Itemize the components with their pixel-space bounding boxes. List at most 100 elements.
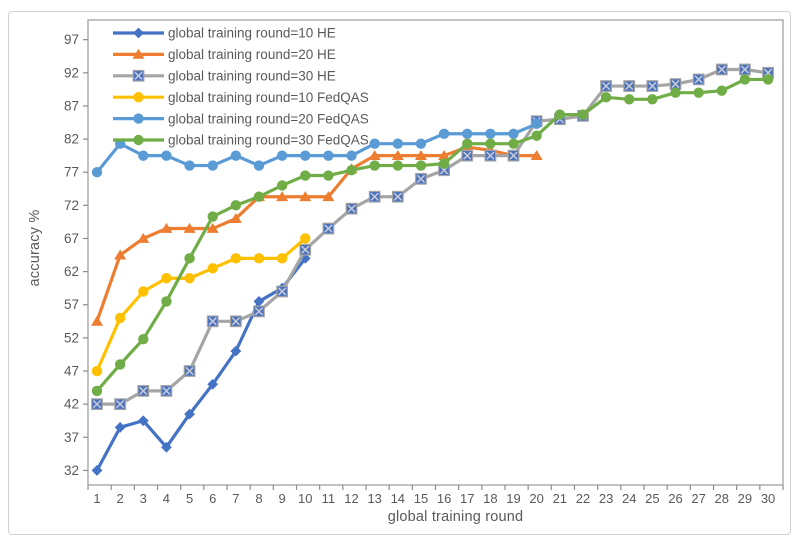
data-point (300, 150, 311, 161)
data-point (508, 128, 519, 139)
data-point (414, 150, 427, 161)
y-tick-label: 97 (64, 32, 79, 47)
data-point (415, 138, 427, 149)
series-line (95, 145, 539, 323)
data-point (161, 296, 172, 307)
data-point (161, 273, 172, 284)
legend-item: global training round=20 HE (113, 47, 336, 62)
legend-item-label: global training round=30 HE (168, 69, 336, 84)
y-tick-label: 92 (64, 65, 79, 80)
series-3 (91, 63, 774, 411)
data-point (739, 74, 751, 85)
data-point (646, 80, 659, 92)
x-tick-label: 27 (691, 491, 705, 506)
data-point (531, 130, 542, 141)
data-point (207, 263, 218, 274)
data-point (392, 160, 404, 171)
data-point (693, 87, 704, 98)
x-axis-title: global training round (387, 509, 524, 525)
legend-item: global training round=20 FedQAS (113, 111, 369, 126)
series-2 (91, 141, 543, 326)
data-point (345, 202, 358, 215)
data-point (253, 253, 265, 264)
series-6 (91, 74, 774, 397)
data-point (716, 85, 727, 96)
data-point (485, 138, 496, 149)
series-line (95, 236, 307, 373)
data-point (91, 465, 103, 476)
legend-item-label: global training round=10 HE (168, 26, 336, 41)
data-point (230, 345, 242, 357)
legend-item: global training round=10 HE (113, 26, 336, 41)
data-point (392, 138, 404, 149)
data-point (183, 365, 196, 377)
x-tick-label: 5 (186, 491, 193, 506)
y-tick-label: 37 (64, 430, 79, 445)
data-point (114, 312, 126, 324)
data-point (114, 249, 127, 260)
data-point (160, 384, 173, 397)
data-point (391, 150, 404, 161)
data-point (715, 63, 728, 76)
x-tick-label: 17 (460, 491, 474, 506)
legend: global training round=10 HE global traini… (113, 26, 369, 148)
data-point (762, 74, 774, 85)
y-tick-label: 32 (64, 463, 79, 478)
data-point (323, 150, 334, 161)
series-line (95, 256, 307, 473)
data-point (484, 149, 497, 162)
data-point (138, 286, 149, 297)
data-point (184, 408, 195, 420)
data-point (114, 398, 127, 411)
data-point (253, 305, 265, 318)
data-point (508, 138, 519, 149)
x-tick-label: 22 (576, 491, 590, 506)
data-point (132, 48, 145, 59)
data-point (230, 200, 242, 211)
y-tick-label: 67 (64, 231, 79, 246)
data-point (253, 296, 265, 307)
x-tick-label: 15 (414, 491, 428, 506)
legend-item: global training round=30 HE (113, 69, 336, 84)
data-point (322, 191, 335, 202)
data-point (138, 334, 149, 345)
data-point (391, 190, 404, 203)
x-tick-label: 24 (622, 491, 636, 506)
data-point (276, 253, 288, 264)
y-tick-label: 47 (64, 364, 79, 379)
data-point (133, 113, 144, 124)
x-tick-label: 11 (322, 491, 336, 506)
y-tick-label: 72 (64, 198, 79, 213)
data-point (253, 191, 265, 202)
data-point (415, 172, 427, 185)
y-tick-label: 57 (64, 297, 79, 312)
data-point (207, 378, 219, 390)
data-point (184, 160, 195, 171)
data-point (161, 441, 172, 453)
y-tick-label: 62 (64, 264, 79, 279)
data-point (299, 191, 312, 202)
data-point (530, 150, 543, 161)
data-point (229, 315, 242, 328)
data-point (438, 128, 450, 139)
screenshot-frame (8, 11, 791, 535)
x-tick-label: 29 (738, 491, 752, 506)
x-tick-label: 18 (483, 491, 497, 506)
x-tick-label: 4 (163, 491, 170, 506)
data-point (369, 160, 380, 171)
series-4 (91, 233, 311, 377)
data-point (206, 315, 219, 328)
data-point (438, 158, 450, 169)
data-point (438, 150, 451, 161)
data-point (739, 63, 751, 76)
x-tick-label: 21 (553, 491, 567, 506)
x-tick-label: 10 (298, 491, 312, 506)
x-tick-label: 19 (506, 491, 520, 506)
x-tick-label: 25 (645, 491, 659, 506)
data-point (114, 421, 126, 433)
data-point (462, 128, 473, 139)
data-point (207, 160, 218, 171)
data-point (670, 87, 681, 98)
data-point (133, 92, 144, 103)
data-point (323, 170, 334, 181)
